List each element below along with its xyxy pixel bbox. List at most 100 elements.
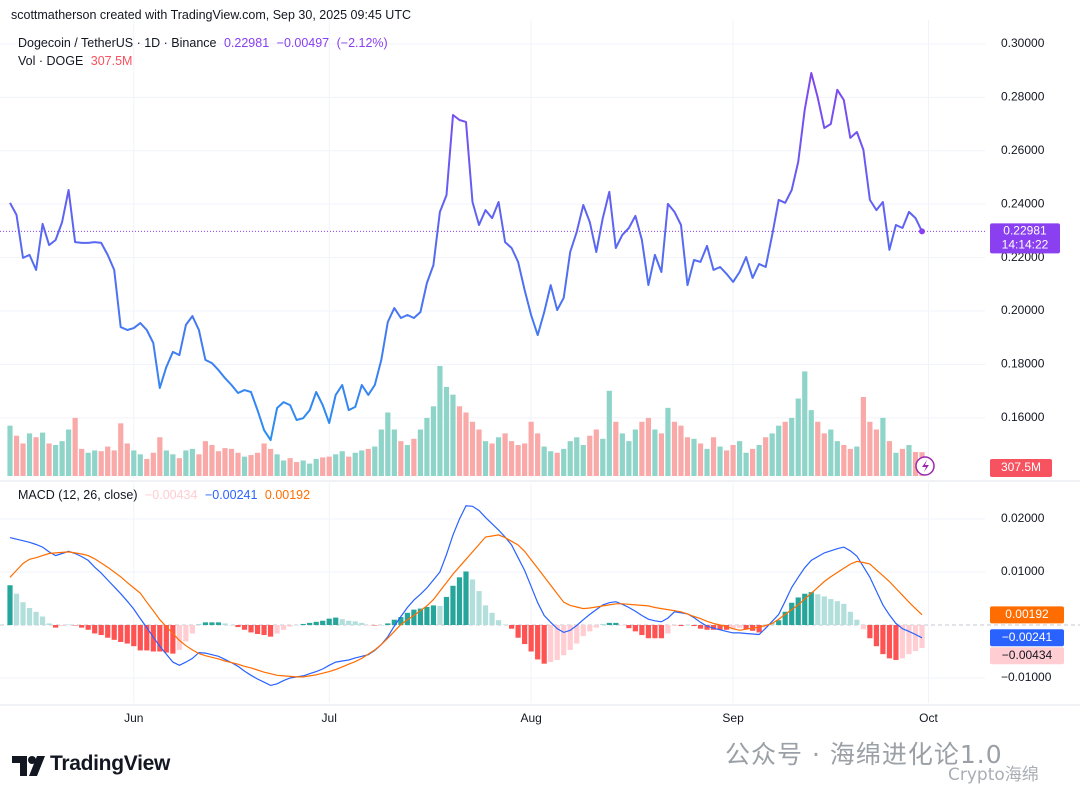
volume-bar: [189, 448, 195, 476]
histogram-bar: [118, 624, 124, 642]
histogram-bar: [46, 623, 52, 625]
volume-bar: [215, 451, 222, 476]
volume-bar: [645, 417, 651, 476]
histogram-bar: [854, 619, 860, 625]
price-line: [9, 72, 923, 442]
histogram-bar: [561, 624, 567, 656]
signal-label-box: [990, 606, 1064, 624]
volume-bar: [391, 429, 397, 476]
histogram-bar: [626, 624, 632, 629]
histogram-bar: [13, 593, 20, 625]
macd-label: −0.00241: [1002, 630, 1053, 644]
y-tick-label: 0.01000: [1001, 564, 1045, 578]
volume-bar: [691, 438, 697, 476]
histogram-bar: [163, 624, 169, 653]
volume-bar: [118, 423, 124, 476]
volume-bar: [802, 371, 808, 476]
histogram-bar: [26, 608, 33, 625]
histogram-bar: [912, 624, 919, 651]
macd-title: MACD (12, 26, close): [18, 488, 138, 502]
volume-bar: [430, 406, 437, 476]
volume-bar: [684, 437, 691, 476]
histogram-bar: [600, 623, 606, 625]
volume-bar: [860, 396, 866, 476]
histogram-bar: [717, 624, 723, 630]
volume-bar: [776, 425, 782, 476]
histogram-bar: [795, 597, 801, 625]
histogram-bar: [222, 623, 228, 625]
macd-legend: MACD (12, 26, close) −0.00434 −0.00241 0…: [18, 488, 314, 502]
histogram-bar: [111, 624, 117, 640]
histogram-bar: [365, 624, 371, 626]
volume-bar: [241, 456, 248, 476]
volume-bar: [144, 458, 150, 476]
volume-bar: [600, 438, 606, 476]
volume-bar: [352, 452, 358, 476]
brand: TradingView: [50, 752, 171, 775]
histogram-bar: [509, 624, 515, 629]
histogram-bar: [789, 602, 795, 625]
volume-bar: [821, 433, 827, 476]
histogram-bar: [202, 622, 209, 625]
histogram-bar: [287, 624, 293, 627]
price-legend: Dogecoin / TetherUS · 1D · Binance 0.229…: [18, 36, 392, 50]
volume-bar: [385, 412, 391, 476]
histogram-label-box: [990, 647, 1064, 665]
volume-bar: [137, 454, 143, 476]
histogram-bar: [619, 624, 625, 626]
volume-bar: [769, 433, 775, 476]
histogram-bar: [339, 619, 345, 625]
histogram-bar: [476, 591, 482, 625]
histogram-bar: [170, 624, 176, 654]
histogram-bar: [359, 622, 365, 625]
volume-bar: [574, 437, 580, 476]
histogram-bar: [613, 622, 619, 625]
histogram-bar: [743, 624, 749, 630]
histogram-bar: [450, 585, 456, 625]
histogram-bar: [189, 624, 195, 634]
volume-bar: [522, 443, 528, 476]
volume-bar: [756, 445, 762, 476]
histogram-bar: [756, 624, 762, 633]
volume-bar: [378, 429, 384, 476]
volume-bar: [111, 450, 117, 476]
volume-bar: [417, 429, 423, 476]
histogram-bar: [834, 601, 840, 625]
histogram-bar: [886, 624, 893, 659]
volume-bar: [886, 441, 893, 476]
x-tick-label: Sep: [722, 711, 744, 725]
volume-last: 307.5M: [90, 54, 133, 68]
histogram-bar: [697, 624, 704, 629]
histogram-bar: [847, 611, 853, 625]
histogram-bar: [124, 624, 130, 644]
volume-bar: [906, 445, 912, 476]
histogram-bar: [404, 612, 410, 625]
volume-bar: [867, 421, 873, 476]
volume-bar: [652, 429, 658, 476]
histogram-bar: [737, 624, 743, 628]
volume-bar: [313, 458, 319, 476]
volume-label-box: [990, 459, 1052, 477]
histogram-bar: [528, 624, 534, 652]
volume-bar: [763, 437, 769, 476]
volume-bar: [176, 458, 182, 476]
volume-bar: [261, 443, 267, 476]
volume-bar: [613, 421, 619, 476]
volume-bar: [535, 433, 541, 476]
histogram-bar: [730, 624, 736, 630]
histogram-bar: [391, 619, 397, 625]
volume-bar: [841, 445, 847, 476]
volume-bar: [66, 429, 72, 476]
volume-bar: [626, 441, 632, 476]
volume-bar: [750, 448, 756, 476]
histogram-bar: [411, 609, 417, 625]
histogram-bar: [7, 585, 13, 625]
volume-bar: [678, 425, 684, 476]
histogram-bar: [281, 624, 287, 630]
histogram-bar: [678, 624, 684, 627]
volume-bar: [7, 425, 13, 476]
y-tick-label: −0.01000: [1001, 670, 1052, 684]
symbol: Dogecoin / TetherUS · 1D · Binance: [18, 36, 217, 50]
histogram-bar: [541, 624, 547, 664]
x-tick-label: Aug: [520, 711, 541, 725]
